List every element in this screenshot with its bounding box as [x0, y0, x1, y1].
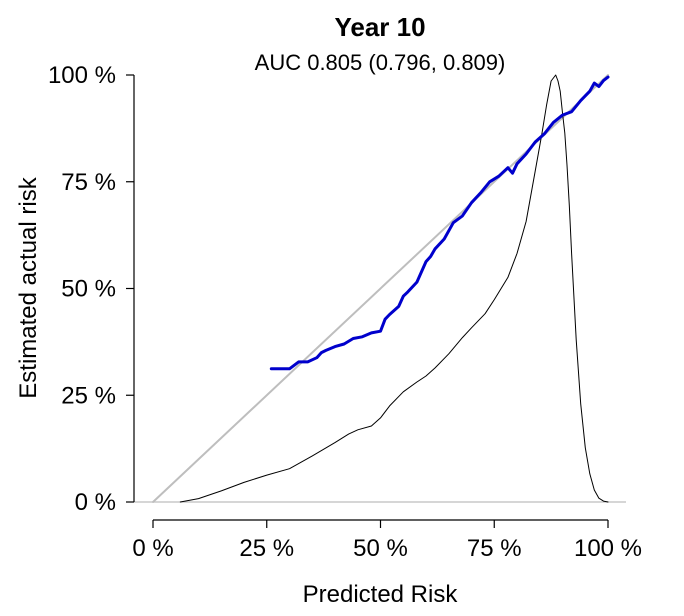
y-tick-label: 75 % [61, 169, 116, 196]
x-tick-label: 75 % [467, 535, 522, 562]
x-tick-label: 100 % [574, 535, 642, 562]
x-tick-label: 50 % [353, 535, 408, 562]
x-tick-label: 0 % [132, 535, 173, 562]
x-axis-ticks: 0 % 25 % 50 % 75 % 100 % [132, 520, 642, 562]
y-tick-label: 100 % [48, 62, 116, 89]
y-tick-label: 25 % [61, 382, 116, 409]
plot-area [134, 74, 626, 503]
chart-subtitle: AUC 0.805 (0.796, 0.809) [255, 50, 506, 75]
chart-title: Year 10 [334, 12, 425, 42]
y-axis-ticks: 0 % 25 % 50 % 75 % 100 % [48, 62, 134, 516]
x-tick-label: 25 % [239, 535, 294, 562]
calibration-series-line [269, 75, 610, 371]
density-series-line [179, 74, 609, 503]
y-tick-label: 0 % [75, 489, 116, 516]
x-axis-label: Predicted Risk [303, 581, 459, 608]
y-axis-label: Estimated actual risk [15, 176, 42, 398]
y-tick-label: 50 % [61, 276, 116, 303]
